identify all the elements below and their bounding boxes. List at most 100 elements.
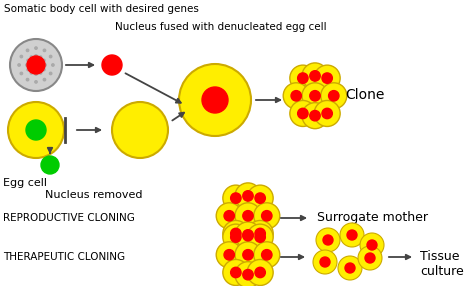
Circle shape [247,221,273,247]
Circle shape [18,64,20,66]
Circle shape [30,56,33,58]
Circle shape [360,233,384,257]
Circle shape [283,83,309,109]
Circle shape [26,120,46,140]
Circle shape [298,73,308,83]
Circle shape [321,83,347,109]
Circle shape [224,210,235,221]
Text: THERAPEUTIC CLONING: THERAPEUTIC CLONING [3,252,125,262]
Circle shape [316,228,340,252]
Circle shape [49,72,52,75]
Circle shape [255,267,265,278]
Circle shape [235,222,261,248]
Circle shape [231,267,241,278]
Circle shape [255,193,265,203]
Circle shape [112,102,168,158]
Circle shape [202,87,228,113]
Circle shape [39,72,42,74]
Circle shape [231,232,241,242]
Circle shape [320,257,330,267]
Circle shape [179,64,251,136]
Circle shape [358,246,382,270]
Circle shape [223,224,249,250]
Circle shape [243,250,253,260]
Circle shape [52,64,54,66]
Circle shape [224,250,235,260]
Circle shape [347,230,357,240]
Circle shape [235,183,261,209]
Text: Clone: Clone [345,88,384,102]
Circle shape [254,242,280,268]
Circle shape [35,64,37,66]
Circle shape [345,263,355,273]
Circle shape [235,262,261,286]
Circle shape [243,230,253,240]
Circle shape [231,228,241,239]
Circle shape [310,110,320,121]
Circle shape [43,59,45,62]
Circle shape [10,39,62,91]
Text: Surrogate mother: Surrogate mother [317,212,428,225]
Circle shape [35,55,37,57]
Circle shape [313,250,337,274]
Circle shape [243,210,253,221]
Circle shape [49,55,52,58]
Circle shape [20,72,23,75]
Circle shape [310,71,320,81]
Circle shape [102,55,122,75]
Circle shape [35,73,37,75]
Circle shape [322,73,332,83]
Circle shape [290,100,316,126]
Circle shape [367,240,377,250]
Circle shape [243,269,253,280]
Circle shape [310,91,320,101]
Circle shape [235,203,261,229]
Circle shape [231,193,241,203]
Circle shape [302,103,328,129]
Circle shape [20,55,23,58]
Circle shape [35,47,37,49]
Circle shape [314,65,340,91]
Circle shape [43,49,46,51]
Circle shape [302,83,328,109]
Circle shape [338,256,362,280]
Circle shape [35,81,37,83]
Circle shape [27,56,45,74]
Circle shape [302,63,328,89]
Text: Egg cell: Egg cell [3,178,47,188]
Circle shape [8,102,64,158]
Circle shape [247,224,273,250]
Text: REPRODUCTIVE CLONING: REPRODUCTIVE CLONING [3,213,135,223]
Circle shape [243,231,253,241]
Circle shape [27,78,29,81]
Circle shape [262,250,272,260]
Circle shape [235,242,261,268]
Circle shape [223,185,249,211]
Circle shape [44,64,46,66]
Circle shape [255,232,265,242]
Circle shape [328,91,339,101]
Circle shape [216,203,242,229]
Circle shape [322,108,332,119]
Circle shape [43,78,46,81]
Circle shape [323,235,333,245]
Text: Nucleus removed: Nucleus removed [45,190,143,200]
Circle shape [216,242,242,268]
Circle shape [27,59,29,62]
Circle shape [365,253,375,263]
Text: Somatic body cell with desired genes: Somatic body cell with desired genes [4,4,199,14]
Circle shape [340,223,364,247]
Circle shape [223,221,249,247]
Circle shape [247,259,273,285]
Text: Tissue
culture: Tissue culture [420,250,464,278]
Circle shape [41,156,59,174]
Circle shape [314,100,340,126]
Circle shape [247,185,273,211]
Circle shape [243,191,253,201]
Circle shape [26,64,28,66]
Circle shape [291,91,301,101]
Circle shape [30,72,33,74]
Circle shape [39,56,42,58]
Circle shape [223,259,249,285]
Circle shape [254,203,280,229]
